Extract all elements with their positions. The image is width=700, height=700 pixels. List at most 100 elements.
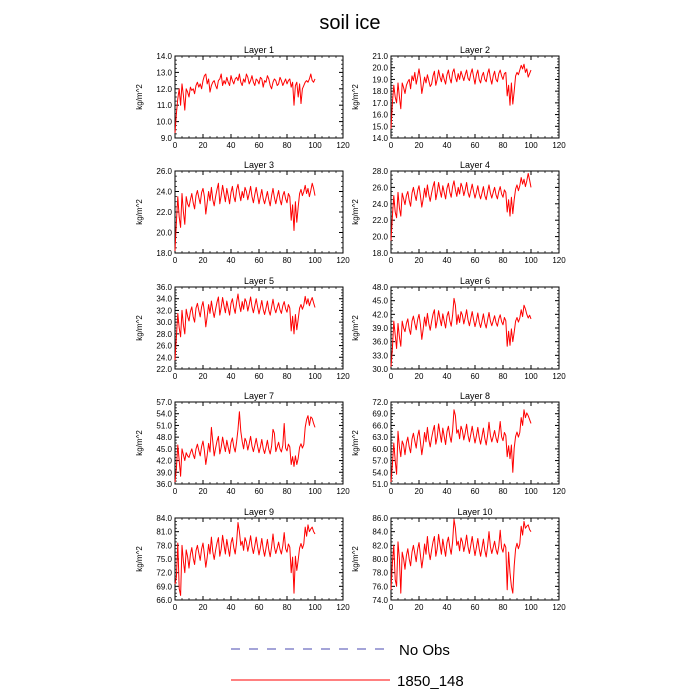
series-line-1850-148 [174,411,316,483]
x-tick-label: 100 [308,256,322,265]
y-tick-label: 51.0 [372,480,388,489]
y-tick-label: 17.0 [372,99,388,108]
x-tick-label: 100 [308,141,322,150]
x-tick-label: 40 [227,487,236,496]
figure-title: soil ice [319,12,380,34]
x-tick-label: 100 [524,603,538,612]
x-tick-label: 100 [308,603,322,612]
legend-label-1850-148: 1850_148 [397,673,464,690]
y-tick-label: 51.0 [156,421,172,430]
x-tick-label: 0 [173,256,178,265]
x-tick-label: 20 [199,372,208,381]
y-tick-label: 54.0 [156,410,172,419]
y-tick-label: 36.0 [372,338,388,347]
y-tick-label: 72.0 [156,569,172,578]
x-tick-label: 20 [415,372,424,381]
series-line-1850-148 [174,522,316,596]
x-tick-label: 80 [499,487,508,496]
x-tick-label: 120 [552,603,566,612]
y-tick-label: 78.0 [372,569,388,578]
y-tick-label: 22.0 [156,365,172,374]
series-line-1850-148 [390,297,532,367]
x-tick-label: 80 [499,141,508,150]
y-tick-label: 18.0 [372,249,388,258]
x-tick-label: 60 [471,256,480,265]
chart-grid: Layer 1 kg/m^2 0 20 40 60 80 100 120 9.0 10.0 11.0 1… [135,45,566,612]
chart-panel-layer-6: Layer 6 kg/m^2 0 20 40 60 80 100 120 30.0 33.0 36.0… [351,276,566,381]
y-tick-label: 78.0 [156,541,172,550]
x-tick-label: 120 [336,141,350,150]
y-tick-label: 20.0 [372,233,388,242]
y-tick-label: 76.0 [372,582,388,591]
y-tick-label: 86.0 [372,514,388,523]
y-tick-label: 48.0 [156,433,172,442]
plot-frame [174,286,344,370]
x-tick-label: 20 [415,603,424,612]
x-tick-label: 80 [283,603,292,612]
x-tick-label: 0 [389,487,394,496]
y-tick-label: 15.0 [372,122,388,131]
x-tick-label: 20 [199,141,208,150]
x-tick-label: 100 [524,487,538,496]
y-axis-label: kg/m^2 [351,315,360,341]
x-tick-label: 120 [552,372,566,381]
y-tick-label: 26.0 [372,183,388,192]
chart-title: Layer 4 [460,160,490,170]
x-tick-label: 60 [471,603,480,612]
y-tick-label: 39.0 [156,468,172,477]
x-tick-label: 40 [443,603,452,612]
y-tick-label: 24.0 [372,200,388,209]
x-tick-label: 0 [389,603,394,612]
x-tick-label: 0 [389,372,394,381]
y-tick-label: 33.0 [372,351,388,360]
y-tick-label: 75.0 [156,555,172,564]
y-tick-label: 42.0 [372,310,388,319]
x-tick-label: 60 [255,256,264,265]
y-tick-label: 14.0 [156,52,172,61]
y-axis-label: kg/m^2 [351,546,360,572]
chart-panel-layer-8: Layer 8 kg/m^2 0 20 40 60 80 100 120 51.0 54.0 57.0… [351,391,566,496]
y-tick-label: 12.0 [156,85,172,94]
y-axis-label: kg/m^2 [135,315,144,341]
y-tick-label: 21.0 [372,52,388,61]
chart-title: Layer 7 [244,391,274,401]
chart-panel-layer-2: Layer 2 kg/m^2 0 20 40 60 80 100 120 14.0 15.0 16.0… [351,45,566,150]
y-tick-label: 13.0 [156,68,172,77]
series-line-1850-148 [174,293,316,361]
y-tick-label: 14.0 [372,134,388,143]
series-line-1850-148 [390,63,532,129]
y-axis-label: kg/m^2 [135,546,144,572]
series-line-1850-148 [390,518,532,594]
chart-panel-layer-1: Layer 1 kg/m^2 0 20 40 60 80 100 120 9.0 10.0 11.0 1… [135,45,350,150]
y-tick-label: 30.0 [372,365,388,374]
y-tick-label: 63.0 [372,433,388,442]
y-tick-label: 22.0 [372,216,388,225]
plot-frame [174,170,344,254]
x-tick-label: 0 [389,256,394,265]
x-tick-label: 80 [283,487,292,496]
y-tick-label: 69.0 [372,410,388,419]
x-tick-label: 60 [255,603,264,612]
chart-panel-layer-4: Layer 4 kg/m^2 0 20 40 60 80 100 120 18.0 20.0 22.0… [351,160,566,265]
y-tick-label: 72.0 [372,398,388,407]
y-tick-label: 57.0 [372,457,388,466]
chart-title: Layer 2 [460,45,490,55]
plot-frame [174,55,344,139]
series-line-1850-148 [174,73,316,134]
y-tick-label: 82.0 [372,541,388,550]
y-tick-label: 11.0 [157,101,173,110]
y-tick-label: 34.0 [156,295,172,304]
x-tick-label: 120 [336,603,350,612]
x-tick-label: 40 [443,141,452,150]
chart-title: Layer 9 [244,507,274,517]
chart-panel-layer-3: Layer 3 kg/m^2 0 20 40 60 80 100 120 18.0 20.0 22.0… [135,160,350,265]
y-axis-label: kg/m^2 [351,430,360,456]
y-axis-label: kg/m^2 [351,84,360,110]
series-line-1850-148 [174,182,316,251]
y-tick-label: 39.0 [372,324,388,333]
y-tick-label: 84.0 [156,514,172,523]
y-tick-label: 80.0 [372,555,388,564]
x-tick-label: 100 [524,256,538,265]
y-tick-label: 20.0 [372,64,388,73]
x-tick-label: 40 [227,372,236,381]
